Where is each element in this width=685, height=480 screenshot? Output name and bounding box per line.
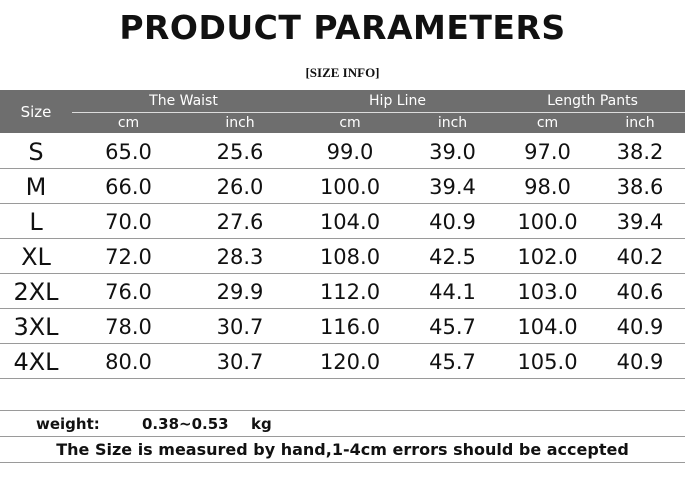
size-cell: XL xyxy=(21,242,51,271)
value-cell: 44.1 xyxy=(429,279,476,304)
value-cell: 97.0 xyxy=(524,139,571,164)
value-cell: 102.0 xyxy=(517,244,578,269)
unit-header: cm xyxy=(536,115,559,131)
value-cell: 40.2 xyxy=(616,244,664,269)
value-cell: 30.7 xyxy=(216,349,264,374)
value-cell: 99.0 xyxy=(326,139,374,164)
value-cell: 116.0 xyxy=(319,314,381,339)
value-cell: 100.0 xyxy=(319,174,381,199)
value-cell: 40.6 xyxy=(616,279,664,304)
size-cell: 4XL xyxy=(13,347,59,376)
value-cell: 30.7 xyxy=(216,314,264,339)
value-cell: 104.0 xyxy=(319,209,381,234)
row-line xyxy=(0,168,685,169)
value-cell: 29.9 xyxy=(216,279,264,304)
unit-header: cm xyxy=(339,115,361,131)
unit-header: inch xyxy=(437,115,468,131)
value-cell: 40.9 xyxy=(429,209,476,234)
value-cell: 80.0 xyxy=(105,349,152,374)
value-cell: 25.6 xyxy=(216,139,264,164)
value-cell: 76.0 xyxy=(105,279,152,304)
value-cell: 78.0 xyxy=(105,314,152,339)
value-cell: 40.9 xyxy=(616,349,664,374)
value-cell: 38.2 xyxy=(616,139,664,164)
value-cell: 100.0 xyxy=(517,209,578,234)
size-cell: 3XL xyxy=(13,312,59,341)
row-line xyxy=(0,343,685,344)
row-line xyxy=(0,410,685,411)
size-cell: 2XL xyxy=(13,277,59,306)
row-line xyxy=(0,436,685,437)
value-cell: 65.0 xyxy=(105,139,152,164)
group-header: Hip Line xyxy=(369,93,426,109)
size-cell: M xyxy=(25,172,47,201)
size-cell: L xyxy=(29,207,43,236)
title: PRODUCT PARAMETERS xyxy=(119,7,566,47)
value-cell: 72.0 xyxy=(105,244,152,269)
unit-header: inch xyxy=(225,115,255,131)
weight-label: weight: xyxy=(36,414,100,433)
value-cell: 108.0 xyxy=(319,244,381,269)
table-header xyxy=(0,90,685,133)
value-cell: 42.5 xyxy=(429,244,476,269)
row-line xyxy=(0,308,685,309)
value-cell: 26.0 xyxy=(216,174,264,199)
value-cell: 98.0 xyxy=(524,174,571,199)
value-cell: 66.0 xyxy=(105,174,152,199)
row-line xyxy=(0,273,685,274)
group-header: The Waist xyxy=(149,93,218,109)
value-cell: 27.6 xyxy=(216,209,264,234)
unit-header: inch xyxy=(625,115,655,131)
header-divider xyxy=(72,112,685,113)
group-header: Length Pants xyxy=(547,93,638,109)
value-cell: 112.0 xyxy=(319,279,381,304)
value-cell: 120.0 xyxy=(319,349,381,374)
value-cell: 45.7 xyxy=(429,349,476,374)
value-cell: 45.7 xyxy=(429,314,476,339)
note: The Size is measured by hand,1-4cm error… xyxy=(56,440,629,459)
value-cell: 103.0 xyxy=(517,279,578,304)
size-header: Size xyxy=(20,102,52,121)
value-cell: 70.0 xyxy=(105,209,152,234)
value-cell: 39.4 xyxy=(429,174,476,199)
size-cell: S xyxy=(28,137,44,166)
value-cell: 38.6 xyxy=(616,174,664,199)
subtitle: [SIZE INFO] xyxy=(305,65,380,80)
value-cell: 39.0 xyxy=(429,139,476,164)
value-cell: 40.9 xyxy=(616,314,664,339)
value-cell: 39.4 xyxy=(616,209,664,234)
value-cell: 105.0 xyxy=(517,349,578,374)
row-line xyxy=(0,378,685,379)
weight-value: 0.38~0.53 xyxy=(142,414,229,433)
value-cell: 104.0 xyxy=(517,314,578,339)
row-line xyxy=(0,462,685,463)
row-line xyxy=(0,203,685,204)
row-line xyxy=(0,238,685,239)
unit-header: cm xyxy=(117,115,140,131)
value-cell: 28.3 xyxy=(216,244,264,269)
weight-unit: kg xyxy=(251,414,272,433)
